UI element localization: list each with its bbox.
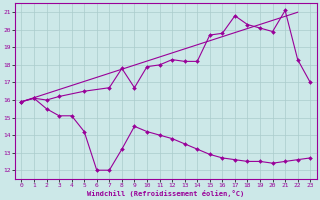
X-axis label: Windchill (Refroidissement éolien,°C): Windchill (Refroidissement éolien,°C): [87, 190, 244, 197]
